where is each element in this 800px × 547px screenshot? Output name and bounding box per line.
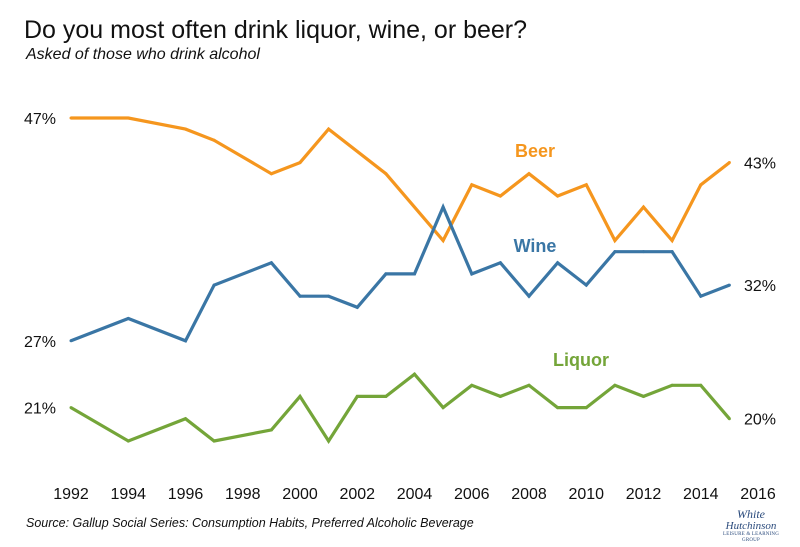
x-tick-label: 2000	[282, 486, 318, 503]
data-point-wine	[727, 283, 731, 287]
x-tick-label: 1992	[53, 486, 89, 503]
logo-line-3: LEISURE & LEARNING GROUP	[722, 532, 780, 543]
series-label-wine: Wine	[514, 236, 557, 256]
end-label-liquor: 20%	[744, 412, 776, 429]
x-tick-label: 2016	[740, 486, 776, 503]
x-tick-label: 2014	[683, 486, 719, 503]
x-tick-label: 2008	[511, 486, 547, 503]
logo-line-1: White	[737, 507, 765, 521]
x-axis-ticks: 1992 1994 1996 1998 2000 2002 2004 2006 2008 2010…	[53, 486, 776, 503]
x-tick-label: 2012	[626, 486, 662, 503]
data-point-liquor	[642, 394, 645, 398]
data-point-liquor	[126, 439, 130, 443]
data-point-liquor	[384, 394, 388, 398]
end-label-wine: 32%	[744, 278, 776, 295]
data-point-beer	[327, 127, 331, 131]
data-point-beer	[470, 183, 474, 187]
data-point-wine	[126, 316, 130, 320]
data-point-beer	[527, 172, 531, 176]
data-point-wine	[613, 250, 617, 254]
logo-line-2: Hutchinson	[725, 520, 777, 532]
data-point-liquor	[527, 383, 531, 387]
data-point-wine	[670, 250, 674, 254]
data-point-wine	[355, 305, 359, 309]
data-point-liquor	[556, 406, 560, 410]
end-label-beer: 43%	[744, 156, 776, 173]
data-point-wine	[298, 294, 302, 298]
data-point-wine	[556, 261, 560, 265]
data-point-liquor	[298, 394, 302, 398]
data-point-beer	[184, 127, 187, 131]
source-note: Source: Gallup Social Series: Consumptio…	[26, 516, 474, 530]
data-point-wine	[642, 250, 645, 254]
data-point-liquor	[69, 406, 73, 410]
start-label-liquor: 21%	[24, 401, 56, 418]
data-point-beer	[699, 183, 703, 187]
white-hutchinson-logo: White Hutchinson LEISURE & LEARNING GROU…	[716, 508, 786, 544]
start-label-wine: 27%	[24, 334, 56, 351]
data-point-liquor	[699, 383, 703, 387]
x-tick-label: 2006	[454, 486, 490, 503]
start-label-beer: 47%	[24, 111, 56, 128]
x-tick-label: 2002	[339, 486, 375, 503]
data-point-beer	[269, 172, 273, 176]
x-tick-label: 1998	[225, 486, 261, 503]
x-tick-label: 1996	[168, 486, 204, 503]
series-line-liquor	[70, 372, 731, 444]
data-point-wine	[327, 294, 331, 298]
start-value-labels: 47% 27% 21%	[24, 111, 56, 418]
data-point-liquor	[355, 394, 359, 398]
data-point-wine	[384, 272, 388, 276]
series-label-liquor: Liquor	[553, 350, 609, 370]
series-line-wine	[70, 203, 730, 343]
x-tick-label: 2004	[397, 486, 433, 503]
data-point-beer	[556, 194, 560, 198]
data-point-beer	[126, 116, 130, 120]
data-point-liquor	[670, 383, 674, 387]
data-point-beer	[298, 161, 302, 165]
series-label-beer: Beer	[515, 141, 555, 161]
data-point-wine	[498, 261, 502, 265]
data-point-liquor	[727, 417, 731, 421]
data-point-wine	[212, 283, 216, 287]
data-point-beer	[69, 116, 73, 120]
series-line-beer	[71, 116, 731, 244]
data-point-liquor	[584, 406, 588, 410]
data-point-beer	[498, 194, 502, 198]
data-point-liquor	[327, 439, 331, 443]
data-point-liquor	[498, 394, 502, 398]
data-point-beer	[441, 239, 445, 243]
data-point-beer	[212, 138, 216, 142]
data-point-wine	[699, 294, 703, 298]
data-point-wine	[269, 261, 273, 265]
data-point-beer	[727, 161, 731, 165]
data-point-liquor	[269, 428, 273, 432]
series-name-labels: Beer Wine Liquor	[514, 141, 609, 370]
series-lines	[69, 116, 731, 444]
x-tick-label: 1994	[110, 486, 146, 503]
data-point-liquor	[413, 372, 416, 376]
data-point-beer	[642, 205, 645, 209]
data-point-liquor	[441, 406, 445, 410]
x-tick-label: 2010	[568, 486, 604, 503]
data-point-wine	[441, 205, 445, 209]
data-point-wine	[584, 283, 588, 287]
data-point-beer	[584, 183, 588, 187]
end-value-labels: 43% 32% 20%	[744, 156, 776, 429]
data-point-beer	[613, 239, 617, 243]
data-point-liquor	[470, 383, 474, 387]
data-point-liquor	[212, 439, 216, 443]
data-point-wine	[184, 339, 187, 343]
data-point-beer	[384, 172, 388, 176]
data-point-wine	[69, 339, 73, 343]
data-point-beer	[670, 239, 674, 243]
data-point-wine	[470, 272, 474, 276]
data-point-liquor	[184, 417, 187, 421]
chart-subtitle: Asked of those who drink alcohol	[26, 46, 260, 63]
data-point-liquor	[613, 383, 617, 387]
data-point-wine	[527, 294, 531, 298]
data-point-wine	[413, 272, 416, 276]
chart-title: Do you most often drink liquor, wine, or…	[24, 16, 528, 44]
